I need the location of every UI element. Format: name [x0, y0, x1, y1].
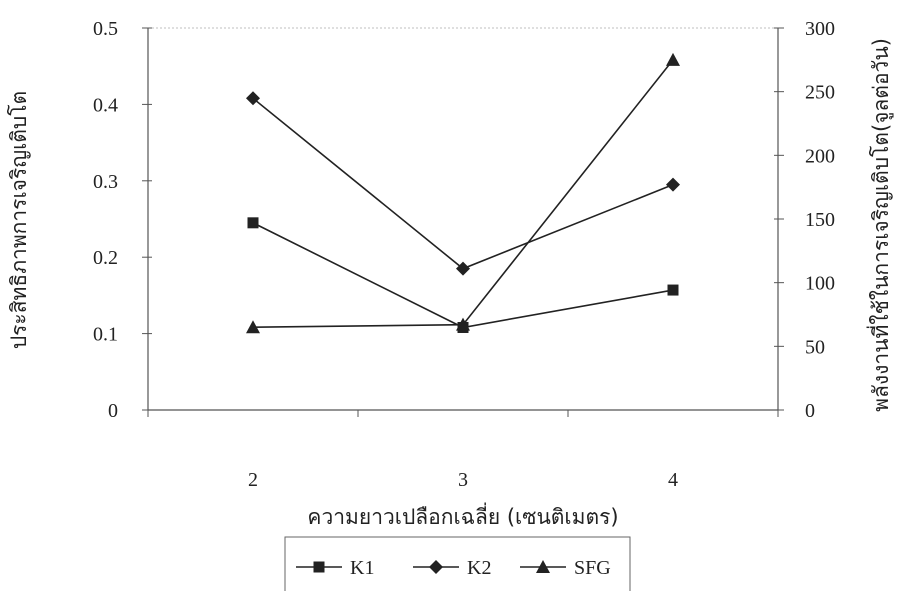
data-point-sfg — [456, 317, 470, 331]
legend-label-k1: K1 — [350, 557, 374, 579]
data-point-sfg — [246, 320, 260, 334]
axes — [142, 27, 784, 417]
data-point-k2 — [246, 91, 260, 106]
y-tick-label-right: 200 — [805, 145, 835, 167]
legend-item-k1: K1 — [296, 557, 374, 579]
data-point-sfg — [666, 52, 680, 66]
x-axis-label: ความยาวเปลือกเฉลี่ย (เซนติเมตร) — [307, 502, 618, 529]
y-tick-label-left: 0 — [108, 400, 118, 422]
series-sfg — [246, 52, 680, 334]
tick-labels: 0 0.1 0.2 0.3 0.4 0.5 0 50 100 150 200 250 300 2 3 4 — [93, 18, 835, 491]
data-point-k2 — [666, 177, 680, 192]
y-tick-label-left: 0.3 — [93, 171, 118, 193]
legend-marker-k2 — [429, 560, 443, 574]
legend-marker-k1 — [313, 561, 325, 573]
series-line-k2 — [252, 97, 674, 270]
legend-item-sfg: SFG — [520, 557, 611, 579]
data-point-k1 — [667, 284, 679, 296]
data-point-k2 — [456, 261, 470, 276]
x-tick-label: 2 — [248, 469, 258, 491]
series-line-sfg — [252, 59, 674, 329]
y-tick-label-right: 250 — [805, 82, 835, 104]
y-tick-label-left: 0.4 — [93, 94, 118, 116]
y-axis-label-right: พลังงานที่ใช้ในการเจริญเติบโต(จูลต่อวัน) — [866, 38, 894, 412]
legend-marker-sfg — [536, 560, 550, 573]
y-axis-label-left: ประสิทธิภาพการเจริญเติบโต — [7, 91, 31, 349]
legend-item-k2: K2 — [413, 557, 491, 579]
x-tick-label: 3 — [458, 469, 468, 491]
y-tick-label-right: 150 — [805, 209, 835, 231]
x-tick-label: 4 — [668, 469, 678, 491]
data-point-k1 — [247, 217, 259, 229]
y-tick-label-right: 300 — [805, 18, 835, 40]
y-tick-label-right: 100 — [805, 273, 835, 295]
y-tick-label-left: 0.2 — [93, 247, 118, 269]
series-k2 — [246, 91, 680, 276]
legend-label-k2: K2 — [467, 557, 491, 579]
legend-label-sfg: SFG — [574, 557, 611, 579]
y-tick-label-right: 0 — [805, 400, 815, 422]
y-tick-label-right: 50 — [805, 336, 825, 358]
legend-box — [284, 536, 631, 591]
y-tick-label-left: 0.1 — [93, 324, 118, 346]
series-group — [246, 52, 680, 334]
legend: K1 K2 SFG — [284, 536, 631, 591]
y-tick-label-left: 0.5 — [93, 18, 118, 40]
